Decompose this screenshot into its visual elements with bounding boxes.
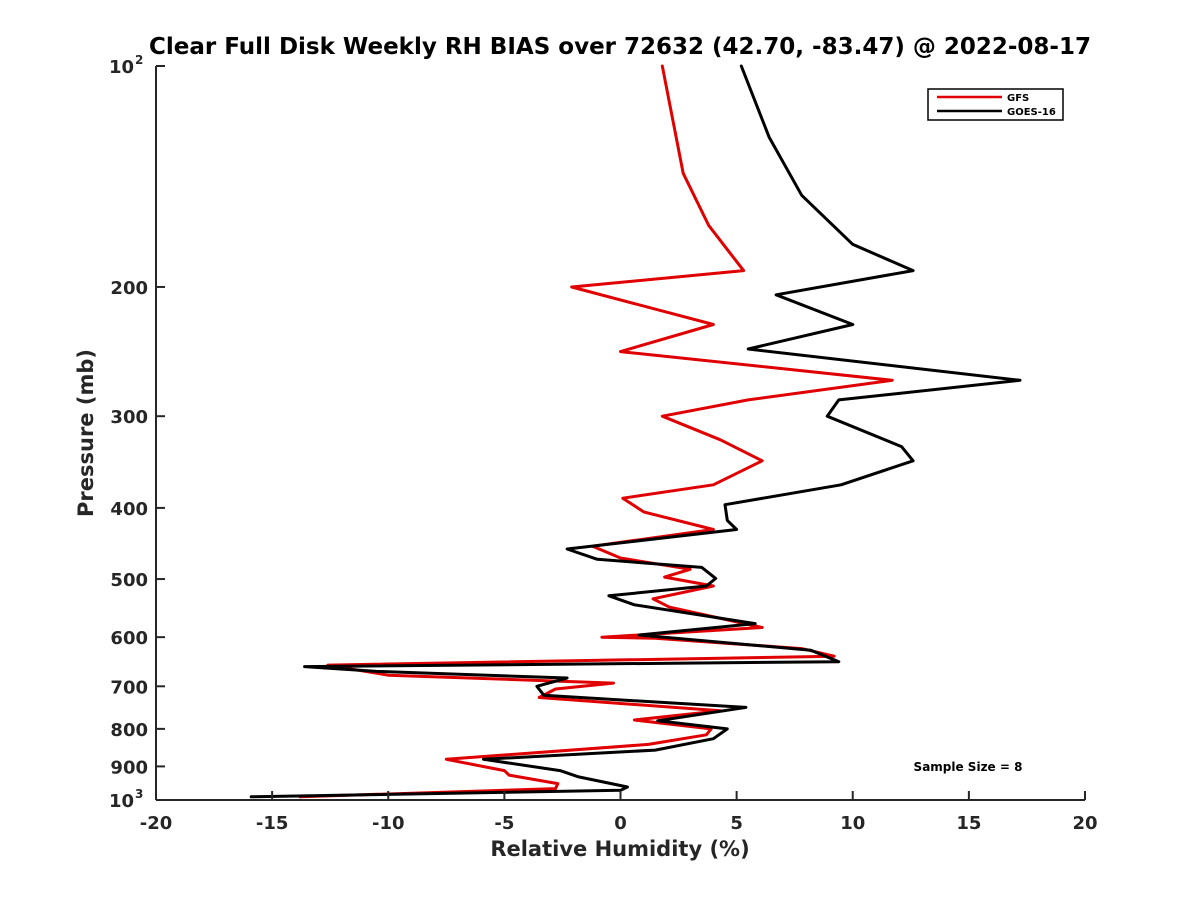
y-tick-label-exponent: 2 [135,53,143,67]
legend: GFS GOES-16 [927,88,1064,121]
y-tick-label: 800 [110,720,148,741]
y-tick-label-exponent: 3 [135,787,143,801]
y-tick-label: 700 [110,677,148,698]
legend-label-goes16: GOES-16 [1007,107,1056,118]
x-tick-label: 5 [730,813,743,834]
y-tick-label: 900 [110,757,148,778]
legend-box [927,88,1064,121]
x-tick-label: -15 [256,813,289,834]
y-tick-label: 200 [110,278,148,299]
y-axis-label: Pressure (mb) [74,349,98,517]
x-axis-label: Relative Humidity (%) [490,837,749,861]
series-line-goes16 [249,64,1022,799]
y-tick-label: 400 [110,499,148,520]
y-tick-label: 600 [110,628,148,649]
x-tick-label: 15 [956,813,981,834]
x-tick-label: 20 [1072,813,1097,834]
sample-size-annotation: Sample Size = 8 [914,760,1023,774]
y-tick-label-base: 10 [109,791,134,812]
x-tick-label: 0 [614,813,627,834]
y-tick-label-base: 10 [109,57,134,78]
y-tick-label: 300 [110,407,148,428]
axes-layer: -20 -15 -10 -5 0 5 10 15 20 200 300 400 500 600 700 800… [109,53,1098,834]
series-layer [249,64,1022,799]
x-tick-label: -20 [140,813,173,834]
y-tick-label: 500 [110,570,148,591]
x-tick-label: 10 [840,813,865,834]
chart-title: Clear Full Disk Weekly RH BIAS over 7263… [149,34,1091,60]
x-tick-label: -5 [494,813,514,834]
legend-label-gfs: GFS [1007,93,1029,104]
x-tick-label: -10 [372,813,405,834]
series-line-gfs [298,64,894,799]
